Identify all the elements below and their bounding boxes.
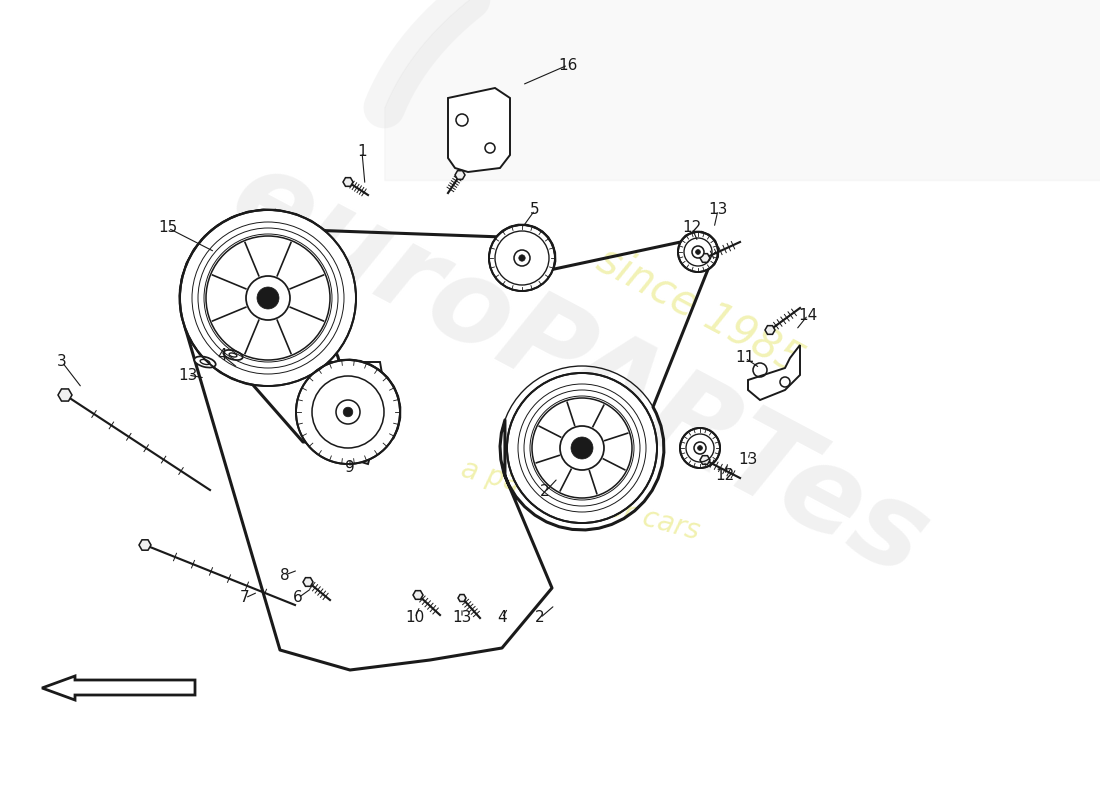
Text: 9: 9 [345,461,355,475]
Circle shape [692,246,704,258]
Text: euroPARTes: euroPARTes [212,138,947,602]
Text: 15: 15 [158,221,177,235]
Circle shape [343,407,353,417]
Circle shape [697,446,703,450]
Text: 5: 5 [530,202,540,218]
Polygon shape [748,345,800,400]
Text: 12: 12 [682,221,702,235]
Polygon shape [343,178,353,186]
Text: 13: 13 [452,610,472,626]
Circle shape [257,287,279,309]
Polygon shape [700,456,710,464]
Text: 2: 2 [536,610,544,626]
Text: 13: 13 [178,367,198,382]
Text: 7: 7 [240,590,250,606]
Text: 8: 8 [280,567,289,582]
Text: 11: 11 [736,350,755,366]
Polygon shape [455,170,465,179]
Circle shape [560,426,604,470]
Text: 3: 3 [57,354,67,370]
Text: 10: 10 [406,610,425,626]
Polygon shape [458,594,466,602]
Text: 6: 6 [293,590,303,606]
Text: a passion for cars: a passion for cars [458,454,703,546]
Text: 4: 4 [497,610,507,626]
Polygon shape [764,326,776,334]
Circle shape [514,250,530,266]
Ellipse shape [195,357,216,367]
Circle shape [680,428,720,468]
Circle shape [507,373,657,523]
Text: 13: 13 [738,453,758,467]
Polygon shape [302,578,313,586]
Circle shape [336,400,360,424]
Circle shape [328,389,378,439]
Polygon shape [306,362,386,464]
Text: 1: 1 [358,145,366,159]
Ellipse shape [223,350,243,360]
Circle shape [678,232,718,272]
Circle shape [180,210,356,386]
Text: 16: 16 [559,58,578,73]
Text: since 1985: since 1985 [590,238,811,382]
Text: 13: 13 [708,202,728,218]
Circle shape [571,437,593,459]
Circle shape [695,250,701,254]
Polygon shape [700,254,710,262]
Polygon shape [139,540,151,550]
Circle shape [490,225,556,291]
Text: 12: 12 [715,467,735,482]
Polygon shape [58,389,72,401]
Polygon shape [448,88,510,172]
Text: 4: 4 [217,347,227,362]
Circle shape [296,360,400,464]
Circle shape [246,276,290,320]
Text: 14: 14 [799,307,817,322]
Polygon shape [412,590,424,599]
Circle shape [519,254,525,261]
Circle shape [694,442,706,454]
Text: 2: 2 [540,485,550,499]
